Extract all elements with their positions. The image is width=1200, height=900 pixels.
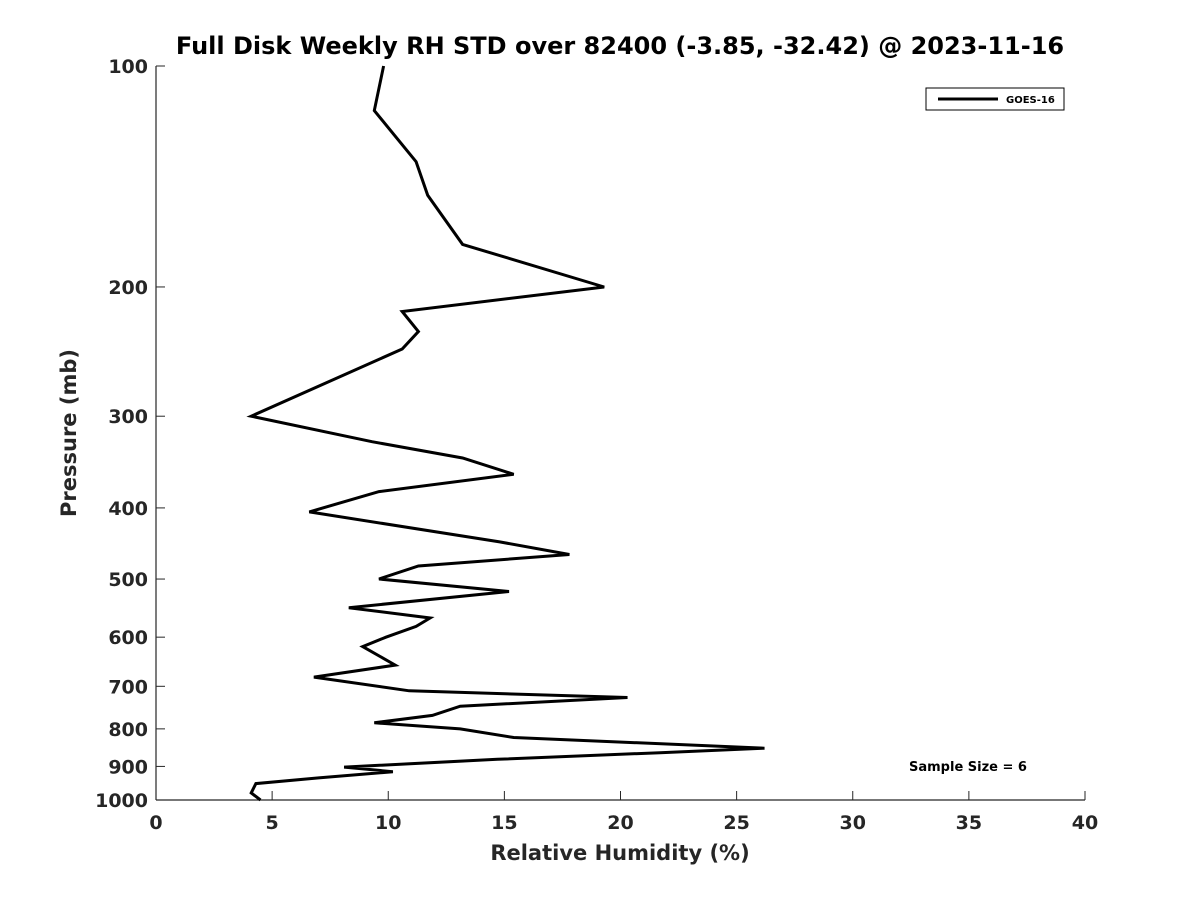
- y-tick-label: 900: [108, 756, 148, 778]
- x-tick-label: 5: [266, 812, 279, 834]
- x-tick-label: 35: [956, 812, 982, 834]
- x-tick-label: 40: [1072, 812, 1098, 834]
- y-tick-label: 200: [108, 277, 148, 299]
- y-tick-label: 800: [108, 719, 148, 741]
- y-tick-label: 300: [108, 406, 148, 428]
- x-tick-label: 30: [840, 812, 866, 834]
- y-tick-label: 500: [108, 569, 148, 591]
- x-tick-label: 15: [491, 812, 517, 834]
- y-tick-label: 600: [108, 627, 148, 649]
- x-tick-label: 20: [607, 812, 633, 834]
- x-tick-label: 0: [149, 812, 162, 834]
- x-tick-label: 10: [375, 812, 401, 834]
- series-lines: [246, 65, 765, 802]
- y-axis-label: Pressure (mb): [57, 349, 81, 517]
- x-axis-label: Relative Humidity (%): [490, 841, 749, 865]
- y-tick-label: 700: [108, 676, 148, 698]
- sample-size-annotation: Sample Size = 6: [909, 760, 1027, 775]
- y-tick-label: 1000: [95, 790, 148, 812]
- chart-title: Full Disk Weekly RH STD over 82400 (-3.8…: [176, 32, 1064, 60]
- y-tick-label: 400: [108, 498, 148, 520]
- y-tick-label: 100: [108, 56, 148, 78]
- legend-entry-goes-16: GOES-16: [1006, 95, 1055, 106]
- x-tick-label: 25: [723, 812, 749, 834]
- legend: GOES-16: [925, 87, 1065, 111]
- x-axis-ticks: 0 5 10 15 20 25 30 35 40: [149, 791, 1098, 834]
- y-axis-ticks: 100 200 300 400 500 600 700 800 900 1000: [95, 56, 165, 812]
- series-line-goes-16: [246, 65, 765, 802]
- plot-axes: [155, 66, 1085, 801]
